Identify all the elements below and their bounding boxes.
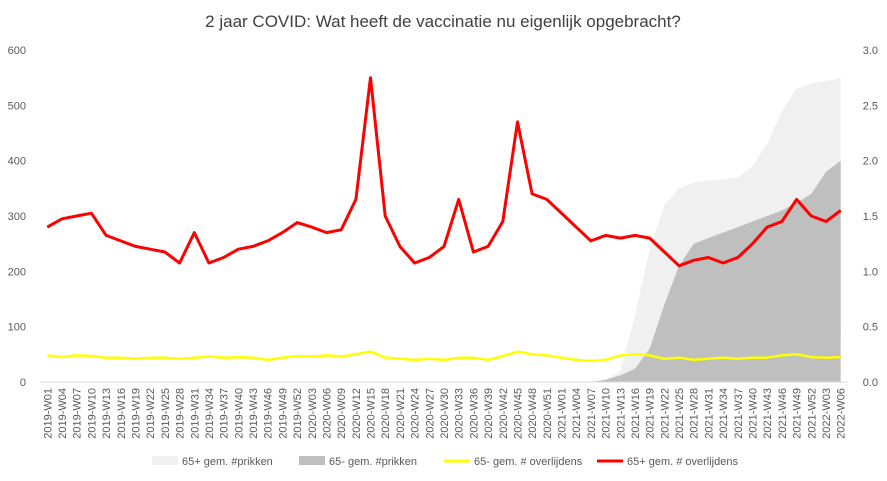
legend-swatch <box>152 456 178 465</box>
x-tick-label: 2019-W43 <box>248 388 260 439</box>
y-tick-label: 0 <box>20 377 26 389</box>
x-tick-label: 2019-W37 <box>219 388 231 439</box>
x-tick-label: 2021-W31 <box>703 388 715 439</box>
x-tick-label: 2020-W30 <box>439 388 451 439</box>
x-tick-label: 2019-W13 <box>101 388 113 439</box>
x-tick-label: 2021-W46 <box>777 388 789 439</box>
y-axis-left: 0 100 200 300 400 500 600 <box>8 45 26 389</box>
y-tick-label: 500 <box>8 100 26 112</box>
x-tick-label: 2021-W22 <box>659 388 671 439</box>
x-tick-label: 2021-W37 <box>733 388 745 439</box>
x-tick-label: 2019-W46 <box>263 388 275 439</box>
x-tick-label: 2019-W07 <box>72 388 84 439</box>
x-tick-label: 2019-W25 <box>160 388 172 439</box>
y-axis-right: 0.0 0.5 1.0 1.5 2.0 2.5 3.0 <box>863 45 878 389</box>
x-tick-label: 2021-W04 <box>571 388 583 439</box>
x-tick-label: 2021-W19 <box>645 388 657 439</box>
y2-tick-label: 0.0 <box>863 377 878 389</box>
y-tick-label: 600 <box>8 45 26 57</box>
x-tick-label: 2021-W07 <box>586 388 598 439</box>
x-axis-ticks: 2019-W01 2019-W04 2019-W07 2019-W10 2019-W13… <box>42 388 847 439</box>
x-tick-label: 2020-W24 <box>410 388 422 439</box>
y-tick-label: 400 <box>8 156 26 168</box>
x-tick-label: 2019-W16 <box>116 388 128 439</box>
x-tick-label: 2020-W06 <box>322 388 334 439</box>
x-tick-label: 2019-W28 <box>175 388 187 439</box>
x-tick-label: 2019-W22 <box>145 388 157 439</box>
y2-tick-label: 0.5 <box>863 322 878 334</box>
legend: 65+ gem. #prikken 65- gem. #prikken 65- ge… <box>152 456 738 468</box>
x-tick-label: 2020-W39 <box>483 388 495 439</box>
x-tick-label: 2022-W03 <box>821 388 833 439</box>
x-tick-label: 2021-W16 <box>630 388 642 439</box>
x-tick-label: 2020-W18 <box>380 388 392 439</box>
x-tick-label: 2020-W45 <box>513 388 525 439</box>
line-layer <box>46 76 842 363</box>
x-tick-label: 2020-W03 <box>307 388 319 439</box>
legend-label: 65+ gem. #prikken <box>182 456 273 468</box>
x-tick-label: 2020-W15 <box>366 388 378 439</box>
line-series-65plus-gem-overlijdens <box>46 76 842 268</box>
x-tick-label: 2020-W27 <box>424 388 436 439</box>
x-tick-label: 2019-W10 <box>86 388 98 439</box>
x-tick-label: 2021-W49 <box>792 388 804 439</box>
line-series-65minus-gem-overlijdens <box>47 350 841 363</box>
x-tick-label: 2019-W34 <box>204 388 216 439</box>
x-tick-label: 2021-W01 <box>557 388 569 439</box>
x-tick-label: 2021-W28 <box>689 388 701 439</box>
x-tick-label: 2020-W21 <box>395 388 407 439</box>
area-layer <box>47 77 841 382</box>
legend-label: 65- gem. # overlijdens <box>474 456 583 468</box>
x-tick-label: 2019-W01 <box>42 388 54 439</box>
area-series-65minus-gem-prikken <box>47 160 841 382</box>
y2-tick-label: 1.5 <box>863 211 878 223</box>
x-tick-label: 2019-W40 <box>233 388 245 439</box>
legend-swatch <box>299 456 325 465</box>
x-tick-label: 2019-W31 <box>189 388 201 439</box>
y-tick-label: 300 <box>8 211 26 223</box>
x-tick-label: 2020-W51 <box>542 388 554 439</box>
y-tick-label: 200 <box>8 266 26 278</box>
x-tick-label: 2019-W52 <box>292 388 304 439</box>
x-tick-label: 2021-W13 <box>615 388 627 439</box>
chart-title: 2 jaar COVID: Wat heeft de vaccinatie nu… <box>205 12 681 31</box>
legend-label: 65+ gem. # overlijdens <box>627 456 738 468</box>
x-tick-label: 2022-W06 <box>836 388 848 439</box>
x-tick-label: 2019-W49 <box>277 388 289 439</box>
y-tick-label: 100 <box>8 322 26 334</box>
x-tick-label: 2021-W52 <box>806 388 818 439</box>
x-tick-label: 2020-W09 <box>336 388 348 439</box>
x-tick-label: 2020-W12 <box>351 388 363 439</box>
y2-tick-label: 1.0 <box>863 266 878 278</box>
y2-tick-label: 2.0 <box>863 156 878 168</box>
y2-tick-label: 2.5 <box>863 100 878 112</box>
x-tick-label: 2021-W40 <box>748 388 760 439</box>
x-tick-label: 2020-W36 <box>468 388 480 439</box>
x-tick-label: 2020-W42 <box>498 388 510 439</box>
x-tick-label: 2019-W04 <box>57 388 69 439</box>
x-tick-label: 2021-W25 <box>674 388 686 439</box>
x-tick-label: 2021-W34 <box>718 388 730 439</box>
x-tick-label: 2020-W33 <box>454 388 466 439</box>
x-tick-label: 2021-W43 <box>762 388 774 439</box>
legend-label: 65- gem. #prikken <box>329 456 417 468</box>
x-tick-label: 2020-W48 <box>527 388 539 439</box>
x-tick-label: 2019-W19 <box>131 388 143 439</box>
y2-tick-label: 3.0 <box>863 45 878 57</box>
x-tick-label: 2021-W10 <box>601 388 613 439</box>
area-series-65plus-gem-prikken <box>47 77 841 382</box>
